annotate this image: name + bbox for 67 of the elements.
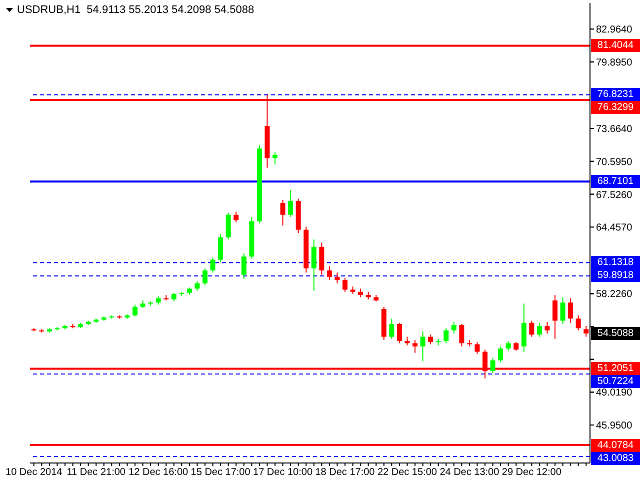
candlestick xyxy=(474,342,480,354)
y-tick-label: 70.5950 xyxy=(596,156,633,168)
x-tick-label: 18 Dec 17:00 xyxy=(315,467,376,478)
x-tick-label: 24 Dec 13:00 xyxy=(440,467,500,478)
ref-line-label: 44.0784 xyxy=(591,438,640,452)
x-tick-label: 11 Dec 21:00 xyxy=(66,467,126,478)
candlestick xyxy=(396,322,402,344)
candlestick xyxy=(521,303,526,352)
ref-line-label: 61.1318 xyxy=(591,256,640,270)
candlestick xyxy=(210,257,216,274)
ref-line-label: 68.7101 xyxy=(591,175,640,188)
ref-line-label: 81.4044 xyxy=(591,39,640,52)
candlestick xyxy=(412,339,418,354)
x-tick-label: 17 Dec 10:00 xyxy=(253,467,313,478)
candlestick xyxy=(552,294,558,340)
y-tick-label: 64.4570 xyxy=(596,222,633,234)
candlestick xyxy=(202,268,208,286)
x-tick-label: 29 Dec 12:00 xyxy=(502,467,562,478)
y-tick-label: 82.9640 xyxy=(596,24,633,36)
candlestick xyxy=(272,151,278,166)
candlestick xyxy=(490,358,496,374)
ref-line-label: 43.0083 xyxy=(591,452,640,465)
candlestick xyxy=(560,296,566,324)
candlestick xyxy=(420,330,426,362)
candlestick xyxy=(428,334,434,345)
y-tick-label: 79.8950 xyxy=(596,57,633,68)
candlestick xyxy=(334,272,340,284)
candlestick xyxy=(584,326,589,338)
candlestick xyxy=(319,242,324,276)
ref-line-label: 76.3299 xyxy=(591,101,640,114)
y-tick-label: 49.0190 xyxy=(596,388,633,399)
x-tick-label: 12 Dec 16:00 xyxy=(128,467,189,478)
candlestick xyxy=(241,252,246,280)
candlestick xyxy=(568,298,574,324)
candlestick xyxy=(451,321,456,334)
candlestick xyxy=(536,322,542,338)
ref-line-label: 59.8918 xyxy=(591,269,640,282)
candlestick xyxy=(576,314,581,331)
y-tick-label: 45.9500 xyxy=(596,420,633,432)
ref-line-label: 76.8231 xyxy=(591,88,640,102)
candlestick xyxy=(459,323,464,347)
ref-line-label: 51.2051 xyxy=(591,362,640,376)
y-tick-label: 58.2260 xyxy=(596,289,633,300)
y-tick-label: 67.5260 xyxy=(596,190,633,201)
candlestick xyxy=(498,346,504,363)
candlestick xyxy=(444,328,449,344)
ref-line-label: 50.7224 xyxy=(591,375,640,388)
candlestick xyxy=(218,234,224,262)
chart-title: USDRUB,H1 54.9113 55.2013 54.2098 54.5088 xyxy=(17,4,254,16)
candlestick xyxy=(506,340,511,352)
y-tick-label: 73.6640 xyxy=(596,124,633,136)
candlestick xyxy=(389,318,394,340)
candlestick xyxy=(342,277,348,292)
candlestick xyxy=(326,266,332,281)
x-tick-label: 15 Dec 17:00 xyxy=(190,467,251,478)
candlestick xyxy=(311,238,316,292)
candlestick xyxy=(132,304,138,317)
candlestick xyxy=(288,190,294,218)
candlestick xyxy=(544,321,550,334)
x-tick-label: 10 Dec 2014 xyxy=(6,467,63,478)
candlestick xyxy=(529,320,534,338)
text: 54.5088 xyxy=(591,326,640,340)
x-tick-label: 22 Dec 15:00 xyxy=(377,467,438,478)
candlestick xyxy=(280,199,286,226)
candlestick xyxy=(226,212,231,240)
candlestick xyxy=(234,211,239,223)
candlestick xyxy=(194,280,200,292)
